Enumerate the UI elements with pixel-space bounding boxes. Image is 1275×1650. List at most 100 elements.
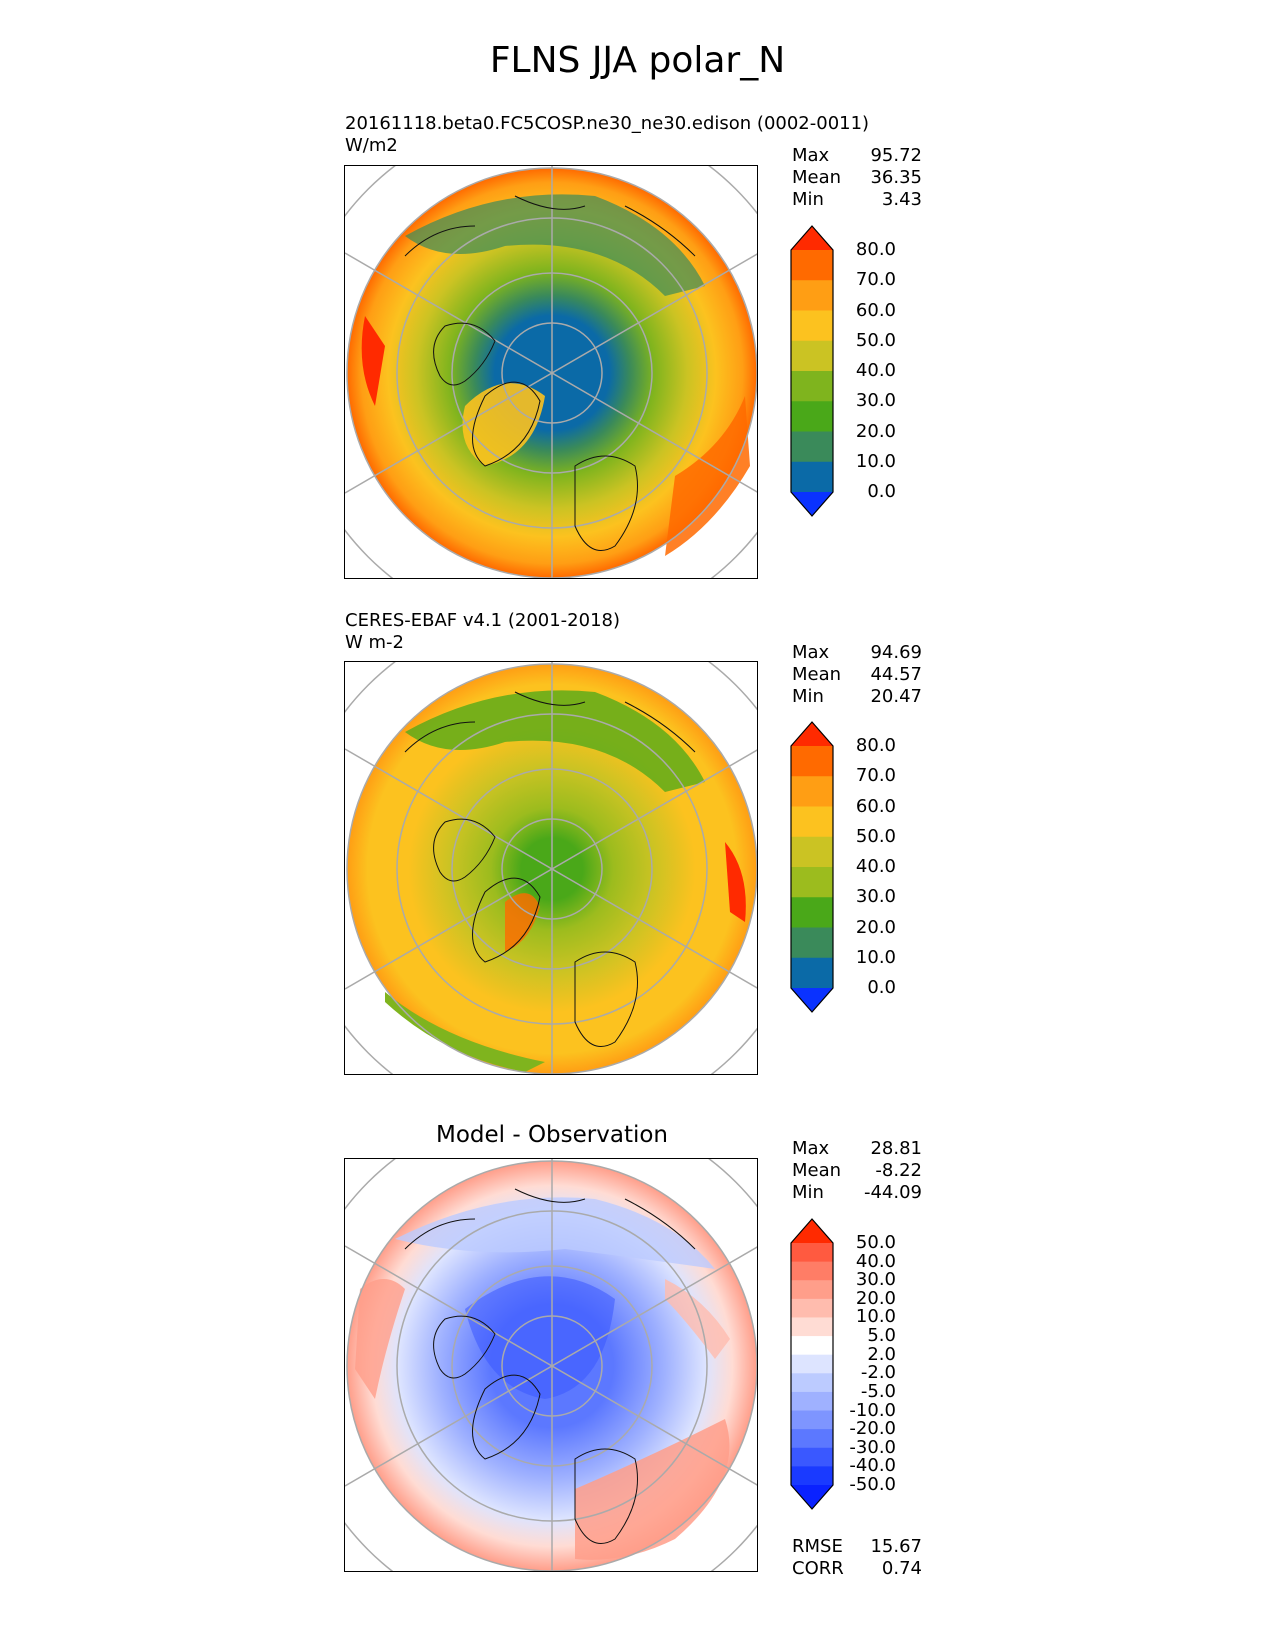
colorbar-swatch — [791, 1219, 833, 1243]
colorbar-swatch — [791, 492, 833, 516]
map-obs-gridlines — [345, 662, 757, 1074]
map-diff-gridlines — [345, 1159, 757, 1571]
colorbar-tick-label: 10.0 — [855, 946, 896, 968]
colorbar-outline — [790, 1218, 834, 1510]
colorbar-tick-label: -20.0 — [849, 1418, 896, 1440]
colorbar-tick-label: 30.0 — [855, 886, 896, 908]
stat-name: Mean — [792, 167, 842, 188]
figure-title: FLNS JJA polar_N — [489, 40, 786, 81]
colorbar-swatch — [791, 226, 833, 250]
colorbar-tick-label: 40.0 — [855, 856, 896, 877]
panel-model-case: 20161118.beta0.FC5COSP.ne30_ne30.edison … — [345, 113, 870, 134]
colorbar-tick-label: 0.0 — [867, 481, 896, 502]
colorbar-tick-label: 50.0 — [855, 329, 896, 351]
colorbar-tick-label: -50.0 — [849, 1474, 896, 1495]
colorbar-tick-label: -2.0 — [860, 1362, 896, 1384]
colorbar-tick-label: -10.0 — [849, 1399, 896, 1421]
stat-value: 94.69 — [870, 642, 922, 663]
colorbar-swatch — [791, 1354, 833, 1374]
stat-name: Min — [792, 686, 824, 707]
colorbar-tick-label: 70.0 — [855, 765, 896, 787]
panel-diff-stats: Max 28.81 Mean -8.22 Min -44.09 — [792, 1138, 922, 1204]
colorbar-swatch — [791, 431, 833, 463]
colorbar-tick-label: 60.0 — [855, 299, 896, 321]
colorbar-swatch — [791, 867, 833, 898]
stat-value: 28.81 — [870, 1138, 922, 1159]
stat-value: 15.67 — [870, 1536, 922, 1557]
colorbar-tick-label: 60.0 — [855, 795, 896, 817]
colorbar-swatch — [791, 461, 833, 493]
map-model-canvas — [345, 166, 757, 578]
stat-name: RMSE — [792, 1536, 843, 1557]
colorbar-swatch — [791, 250, 833, 281]
colorbar-swatch — [791, 371, 833, 402]
colorbar-tick-label: 30.0 — [855, 390, 896, 412]
colorbar-tick-label: -30.0 — [849, 1436, 896, 1458]
colorbar-svg — [790, 1218, 834, 1510]
colorbar-tick-label: 10.0 — [855, 1306, 896, 1328]
colorbar-tick-label: 20.0 — [855, 916, 896, 938]
map-diff-coastlines — [404, 1188, 696, 1544]
colorbar-tick-label: 20.0 — [855, 1287, 896, 1309]
colorbar-tick-label: -5.0 — [860, 1380, 896, 1402]
colorbar-swatch — [791, 1447, 833, 1467]
map-model-gridlines — [345, 166, 757, 578]
stat-name: Max — [792, 1138, 830, 1159]
stat-name: Min — [792, 1182, 824, 1203]
stat-value: -8.22 — [875, 1160, 922, 1181]
stat-value: 36.35 — [870, 167, 922, 188]
colorbar-swatch — [791, 957, 833, 989]
colorbar-tick-label: 5.0 — [867, 1325, 896, 1347]
map-obs-canvas — [345, 662, 757, 1074]
colorbar-swatch — [791, 836, 833, 868]
stat-value: 3.43 — [881, 189, 922, 210]
colorbar-swatch — [791, 401, 833, 432]
stat-value: 44.57 — [870, 664, 922, 685]
map-model — [344, 165, 758, 579]
panel-obs-units: W m-2 — [345, 632, 405, 653]
colorbar-tick-label: 0.0 — [867, 977, 896, 998]
colorbar-swatch — [791, 1429, 833, 1449]
colorbar-swatch — [791, 722, 833, 746]
colorbar-swatch — [791, 897, 833, 928]
colorbar-swatch — [791, 746, 833, 777]
colorbar-tick-label: 30.0 — [855, 1269, 896, 1291]
stat-value: 95.72 — [870, 145, 922, 166]
map-obs-coastlines — [404, 691, 696, 1047]
colorbar-tick-label: 50.0 — [855, 1232, 896, 1253]
colorbar-swatch — [791, 1261, 833, 1281]
colorbar-swatch — [791, 280, 833, 311]
colorbar-svg — [790, 225, 834, 517]
colorbar-tick-label: 70.0 — [855, 269, 896, 291]
map-model-coastlines — [404, 195, 696, 551]
colorbar-swatch — [791, 310, 833, 342]
colorbar-tick-label: 40.0 — [855, 1250, 896, 1272]
stat-value: 20.47 — [870, 686, 922, 707]
panel-model-stats: Max 95.72 Mean 36.35 Min 3.43 — [792, 145, 922, 211]
colorbar-swatch — [791, 1298, 833, 1318]
stat-name: Mean — [792, 1160, 842, 1181]
map-diff — [344, 1158, 758, 1572]
panel-diff-title: Model - Observation — [435, 1122, 669, 1148]
colorbar-outline — [790, 721, 834, 1013]
colorbar-swatch — [791, 1410, 833, 1430]
colorbar-tick-label: 50.0 — [855, 825, 896, 847]
panel-diff-extra-stats: RMSE 15.67 CORR 0.74 — [792, 1536, 922, 1580]
stat-name: Max — [792, 145, 830, 166]
panel-model-label: 20161118.beta0.FC5COSP.ne30_ne30.edison … — [345, 113, 869, 157]
stat-name: Max — [792, 642, 830, 663]
colorbar-swatch — [791, 1466, 833, 1486]
panel-model-units: W/m2 — [345, 135, 398, 156]
stat-name: CORR — [792, 1558, 844, 1579]
colorbar-swatch — [791, 927, 833, 959]
colorbar-swatch — [791, 806, 833, 838]
stat-value: 0.74 — [881, 1558, 922, 1579]
colorbar-tick-label: 80.0 — [855, 735, 896, 756]
colorbar-svg — [790, 721, 834, 1013]
colorbar-swatch — [791, 1373, 833, 1393]
map-obs — [344, 661, 758, 1075]
stat-name: Mean — [792, 664, 842, 685]
colorbar-tick-label: 40.0 — [855, 360, 896, 381]
colorbar-swatch — [791, 340, 833, 372]
stat-name: Min — [792, 189, 824, 210]
